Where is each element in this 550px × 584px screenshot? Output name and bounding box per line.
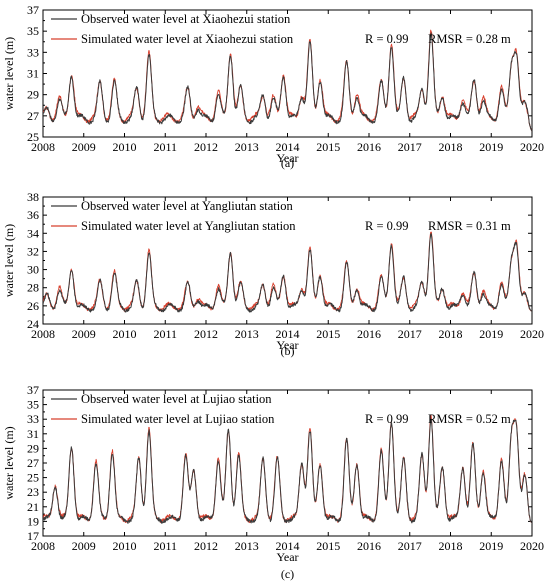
legend-label: Observed water level at Lujiao station — [81, 392, 272, 406]
x-tick-label: 2010 — [113, 539, 137, 553]
x-tick-label: 2017 — [398, 539, 422, 553]
x-tick-label: 2008 — [31, 140, 55, 154]
rmsr-annotation: RMSR = 0.31 m — [428, 219, 511, 233]
x-tick-label: 2017 — [398, 140, 422, 154]
panel-a: 25 27 29 31 33 35 37 2008 2009 2010 2011 2012 2013 20… — [2, 3, 544, 170]
y-tick-label: 17 — [27, 529, 39, 543]
y-tick-label: 30 — [27, 263, 39, 277]
y-axis-title: water level (m) — [2, 224, 16, 297]
x-tick-label: 2011 — [153, 140, 177, 154]
x-tick-label: 2012 — [194, 539, 218, 553]
x-tick-label: 2010 — [113, 327, 137, 341]
legend-label: Simulated water level at Lujiao station — [81, 412, 275, 426]
panel-label: (a) — [281, 156, 294, 170]
rmsr-annotation: RMSR = 0.52 m — [428, 412, 511, 426]
r-annotation: R = 0.99 — [365, 412, 409, 426]
x-tick-label: 2010 — [113, 140, 137, 154]
y-tick-label: 29 — [27, 88, 39, 102]
y-tick-label: 37 — [27, 383, 39, 397]
y-tick-label: 35 — [27, 24, 39, 38]
y-tick-label: 38 — [27, 190, 39, 204]
y-tick-label: 33 — [27, 412, 39, 426]
x-tick-label: 2020 — [520, 327, 544, 341]
x-tick-label: 2019 — [479, 539, 503, 553]
x-tick-label: 2013 — [235, 327, 259, 341]
y-axis-title: water level (m) — [2, 426, 16, 499]
x-tick-label: 2015 — [316, 327, 340, 341]
x-tick-label: 2018 — [439, 539, 463, 553]
x-tick-label: 2008 — [31, 327, 55, 341]
y-tick-label: 27 — [27, 109, 39, 123]
x-tick-label: 2019 — [479, 140, 503, 154]
x-tick-label: 2016 — [357, 140, 381, 154]
plot-frame — [42, 9, 533, 138]
y-tick-label: 29 — [27, 441, 39, 455]
y-tick-label: 36 — [27, 208, 39, 222]
y-tick-label: 34 — [27, 226, 39, 240]
x-axis-title: Year — [276, 151, 298, 165]
legend-label: Simulated water level at Yangliutan stat… — [81, 219, 296, 233]
x-tick-label: 2020 — [520, 539, 544, 553]
y-tick-label: 32 — [27, 244, 39, 258]
y-tick-label: 31 — [27, 67, 39, 81]
y-tick-label: 25 — [27, 130, 39, 144]
panel-label: (b) — [281, 344, 295, 358]
x-tick-label: 2017 — [398, 327, 422, 341]
x-tick-label: 2009 — [72, 140, 96, 154]
x-tick-label: 2014 — [276, 327, 300, 341]
y-tick-label: 28 — [27, 281, 39, 295]
y-tick-label: 33 — [27, 45, 39, 59]
y-tick-label: 35 — [27, 398, 39, 412]
series-line-observed — [43, 233, 532, 313]
x-tick-label: 2009 — [72, 327, 96, 341]
y-tick-label: 24 — [27, 317, 39, 331]
legend-label: Observed water level at Yangliutan stati… — [81, 199, 294, 213]
series-line-simulated — [43, 29, 532, 132]
x-tick-label: 2019 — [479, 327, 503, 341]
x-tick-label: 2016 — [357, 539, 381, 553]
x-tick-label: 2012 — [194, 140, 218, 154]
panel-b: 24 26 28 30 32 34 36 38 2008 2009 2010 2011 2012 2013… — [2, 190, 544, 358]
x-tick-label: 2015 — [316, 140, 340, 154]
x-tick-label: 2011 — [153, 327, 177, 341]
x-axis-title: Year — [276, 550, 298, 564]
y-tick-label: 27 — [27, 456, 39, 470]
panel-label: (c) — [281, 567, 294, 581]
y-tick-label: 21 — [27, 500, 39, 514]
x-tick-label: 2008 — [31, 539, 55, 553]
y-tick-label: 26 — [27, 299, 39, 313]
y-tick-label: 19 — [27, 514, 39, 528]
legend-label: Simulated water level at Xiaohezui stati… — [81, 32, 294, 46]
x-tick-label: 2013 — [235, 539, 259, 553]
x-tick-label: 2018 — [439, 140, 463, 154]
legend-label: Observed water level at Xiaohezui statio… — [81, 12, 291, 26]
x-axis-title: Year — [276, 338, 298, 352]
y-tick-label: 25 — [27, 471, 39, 485]
x-tick-label: 2014 — [276, 140, 300, 154]
x-tick-label: 2011 — [153, 539, 177, 553]
r-annotation: R = 0.99 — [365, 32, 409, 46]
y-axis-title: water level (m) — [2, 37, 16, 110]
x-tick-label: 2013 — [235, 140, 259, 154]
x-tick-label: 2018 — [439, 327, 463, 341]
r-annotation: R = 0.99 — [365, 219, 409, 233]
x-tick-label: 2016 — [357, 327, 381, 341]
rmsr-annotation: RMSR = 0.28 m — [428, 32, 511, 46]
y-tick-label: 23 — [27, 485, 39, 499]
y-tick-label: 37 — [27, 3, 39, 17]
x-tick-label: 2012 — [194, 327, 218, 341]
x-tick-label: 2014 — [276, 539, 300, 553]
x-tick-label: 2015 — [316, 539, 340, 553]
series-line-observed — [43, 32, 532, 132]
x-tick-label: 2009 — [72, 539, 96, 553]
series-line-observed — [43, 418, 532, 524]
x-tick-label: 2020 — [520, 140, 544, 154]
y-tick-label: 31 — [27, 427, 39, 441]
